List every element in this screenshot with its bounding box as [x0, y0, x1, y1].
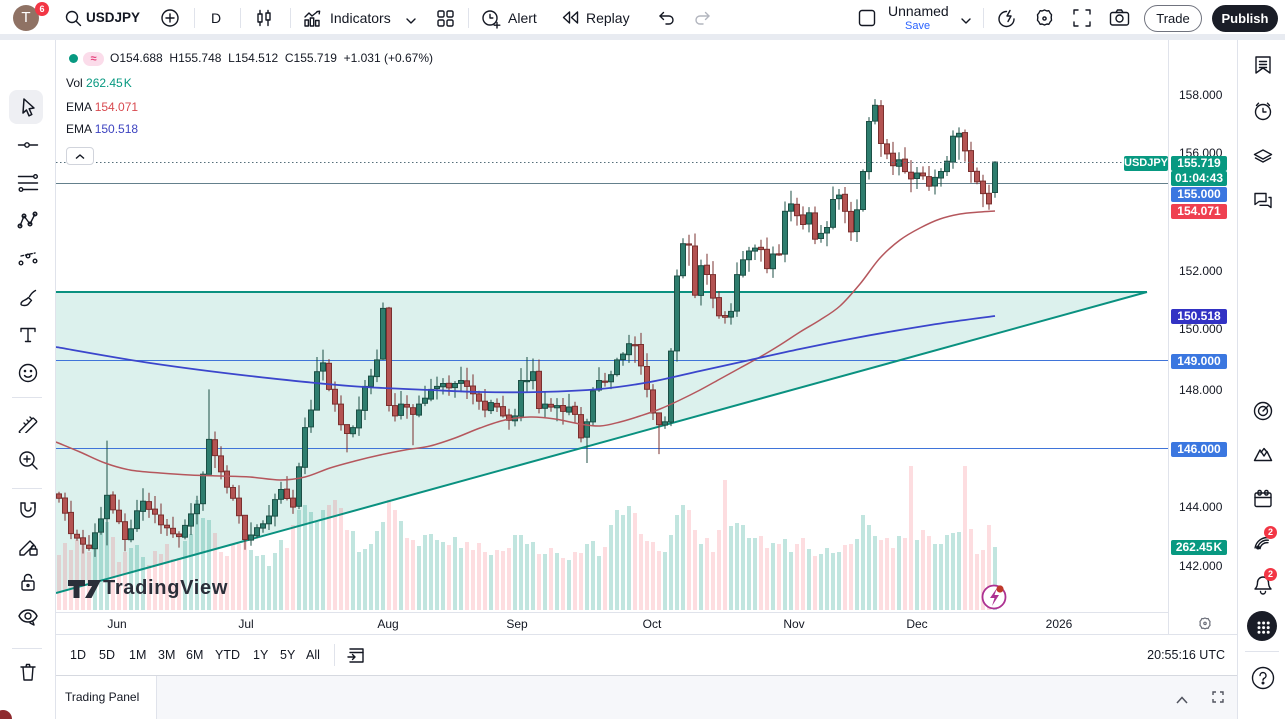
svg-text:TradingView: TradingView — [103, 577, 228, 599]
